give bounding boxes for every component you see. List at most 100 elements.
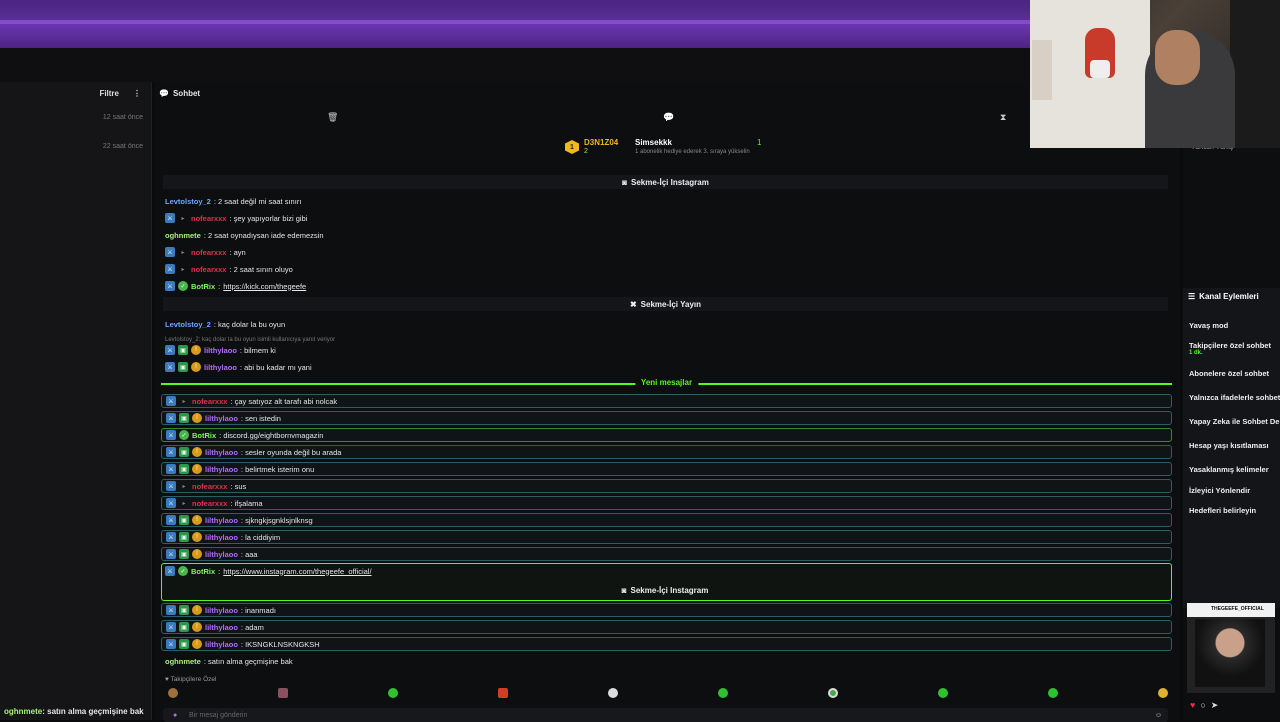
new-messages-divider: Yeni mesajlar: [161, 378, 1172, 387]
leader-user[interactable]: D3N1Z04: [584, 138, 619, 147]
action-raid[interactable]: İzleyici Yönlendir: [1189, 486, 1251, 495]
action-ai-chat[interactable]: Yapay Zeka ile Sohbet De: [1189, 417, 1280, 426]
mod-icon: ⚔: [166, 481, 176, 491]
sub-icon: ▣: [179, 549, 189, 559]
mod-icon: ⚔: [166, 430, 176, 440]
hourglass-icon[interactable]: ⧗: [1000, 112, 1007, 122]
emote-icon[interactable]: [938, 688, 948, 698]
chat-bubble-icon: 💬: [159, 88, 169, 98]
mod-icon: ⚔: [166, 622, 176, 632]
action-emotes-only[interactable]: Yalnızca ifadelerle sohbet: [1189, 393, 1280, 402]
mod-icon: ⚔: [166, 639, 176, 649]
stream-icon: ✖: [629, 299, 637, 309]
emote-icon[interactable]: [1048, 688, 1058, 698]
second-user[interactable]: Simsekkk: [635, 138, 672, 147]
sub-icon: ▣: [179, 515, 189, 525]
mod-icon: ⚔: [166, 447, 176, 457]
chat-icon[interactable]: 💬: [663, 112, 675, 122]
chat-message: ⚔ ▣! lilthylaoo: abi bu kadar mı yani: [165, 360, 312, 374]
gift-icon: !: [192, 622, 202, 632]
chat-message: Levtolstoy_2: 2 saat değil mi saat sınır…: [165, 196, 302, 206]
chat-message: ⚔ ▣! lilthylaoo: adam: [161, 620, 1172, 634]
emote-icon[interactable]: [828, 688, 838, 698]
gift-icon: !: [191, 345, 201, 355]
botrix-instagram-box: [161, 563, 1172, 601]
emote-icon[interactable]: [168, 688, 178, 698]
chat-message: ⚔ ▣! lilthylaoo: inanmadı: [161, 603, 1172, 617]
sub-icon: ▣: [179, 464, 189, 474]
mod-icon: ⚔: [166, 605, 176, 615]
heart-icon[interactable]: ♥: [1190, 700, 1196, 710]
emote-icon[interactable]: [1158, 688, 1168, 698]
chat-message: ⚔ ▣! lilthylaoo: sesler oyunda değil bu ar…: [161, 445, 1172, 459]
sub-icon: ▣: [179, 532, 189, 542]
send-icon[interactable]: ➤: [1210, 700, 1219, 710]
chat-message: oghnmete: 2 saat oynadıysan iade edemezs…: [165, 230, 324, 240]
channel-actions-panel: ☰ Kanal Eylemleri Yavaş mod Takipçilere ö…: [1183, 288, 1280, 608]
mic-icon[interactable]: ●: [173, 711, 178, 719]
more-icon[interactable]: ⋮: [133, 88, 141, 98]
bot-icon: ✓: [178, 281, 188, 291]
gift-icon: !: [192, 464, 202, 474]
badge-icon: ▸: [182, 398, 186, 405]
leader-count: 2: [584, 148, 588, 155]
chat-message: ⚔ ✓ BotRix: https://www.instagram.com/theg…: [165, 564, 372, 578]
chat-message: ⚔ ▣! lilthylaoo: IKSNGKLNSKNGKSH: [161, 637, 1172, 651]
chat-message: ⚔ ▸ nofearxxx: şey yapıyorlar bizi gibi: [165, 211, 307, 225]
rank-badge: 1: [565, 140, 579, 154]
instagram-icon: ◙: [621, 585, 627, 595]
santa-beard: [1090, 60, 1110, 78]
action-goals[interactable]: Hedefleri belirleyin: [1189, 506, 1257, 515]
separator-yayin: ✖ Sekme-İçi Yayın: [163, 297, 1168, 311]
emote-icon[interactable]: [278, 688, 288, 698]
timestamp: 22 saat önce: [102, 143, 143, 150]
chat-title: Sohbet: [172, 88, 201, 98]
mod-icon: ⚔: [165, 566, 175, 576]
trash-icon[interactable]: 🗑: [327, 112, 339, 122]
action-followers-only[interactable]: Takipçilere özel sohbet: [1189, 341, 1271, 350]
mod-icon: ⚔: [165, 247, 175, 257]
left-panel: Filtre ⋮ 12 saat önce 22 saat önce oghnm…: [0, 82, 152, 720]
gift-icon: !: [192, 639, 202, 649]
gift-icon: !: [192, 549, 202, 559]
emote-icon[interactable]: [718, 688, 728, 698]
sub-icon: ▣: [179, 447, 189, 457]
emote-icon[interactable]: [388, 688, 398, 698]
gift-icon: !: [192, 413, 202, 423]
mod-icon: ⚔: [166, 396, 176, 406]
chat-message: ⚔ ▣! lilthylaoo: sjkngkjsgnklsjnlknsg: [161, 513, 1172, 527]
mod-icon: ⚔: [165, 281, 175, 291]
filter-button[interactable]: Filtre: [99, 88, 119, 98]
instagram-thumbnail: THEGEEFE_OFFICIAL: [1187, 603, 1275, 693]
emoji-icon[interactable]: ☺: [1154, 711, 1162, 719]
sub-icon: ▣: [178, 345, 188, 355]
chat-message: ⚔ ✓ BotRix: discord.gg/eightbornvmagazin: [161, 428, 1172, 442]
badge-icon: ▸: [181, 266, 185, 273]
gift-icon: !: [192, 515, 202, 525]
chat-link[interactable]: https://kick.com/thegeefe: [223, 281, 307, 291]
chat-toolbar: 🗑 💬 ⧗: [155, 112, 1180, 124]
emote-icon[interactable]: [608, 688, 618, 698]
separator-instagram: ◙ Sekme-İçi Instagram: [621, 585, 709, 595]
action-slow-mode[interactable]: Yavaş mod: [1189, 321, 1229, 330]
action-banned-words[interactable]: Yasaklanmış kelimeler: [1189, 465, 1269, 474]
gift-icon: !: [192, 532, 202, 542]
chat-message: Levtolstoy_2: kaç dolar la bu oyun: [165, 319, 286, 329]
action-account-age[interactable]: Hesap yaşı kısıtlaması: [1189, 441, 1269, 450]
emote-bar: [155, 688, 1180, 702]
mod-icon: ⚔: [165, 345, 175, 355]
separator-instagram: ◙ Sekme-İçi Instagram: [163, 175, 1168, 189]
instagram-photo: [1195, 619, 1265, 687]
chat-input[interactable]: ● Bir mesaj gönderin ☺: [163, 708, 1168, 722]
bot-icon: ✓: [179, 430, 189, 440]
timestamp: 12 saat önce: [102, 114, 143, 121]
comment-icon[interactable]: ○: [1200, 700, 1206, 710]
mod-icon: ⚔: [166, 464, 176, 474]
mod-icon: ⚔: [165, 213, 175, 223]
channel-actions-title: ☰ Kanal Eylemleri: [1188, 292, 1259, 301]
sub-icon: ▣: [179, 622, 189, 632]
emote-icon[interactable]: [498, 688, 508, 698]
chat-message: oghnmete: satın alma geçmişine bak: [165, 656, 293, 666]
chat-link[interactable]: https://www.instagram.com/thegeefe_offic…: [223, 566, 372, 576]
action-subscribers-only[interactable]: Abonelere özel sohbet: [1189, 369, 1270, 378]
